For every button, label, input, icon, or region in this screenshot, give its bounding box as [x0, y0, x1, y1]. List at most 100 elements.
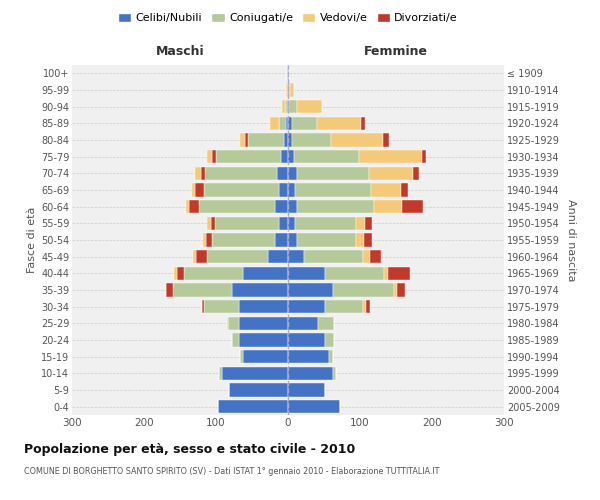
Bar	[295, 216, 356, 230]
Bar	[218, 400, 288, 413]
Bar	[367, 300, 370, 314]
Bar	[304, 250, 363, 264]
Bar	[288, 84, 289, 96]
Bar	[191, 184, 195, 196]
Bar	[195, 166, 201, 180]
Bar	[239, 334, 288, 346]
Bar	[219, 366, 222, 380]
Bar	[296, 200, 374, 213]
Bar	[201, 166, 205, 180]
Bar	[285, 100, 287, 114]
Bar	[288, 134, 292, 146]
Bar	[215, 216, 280, 230]
Y-axis label: Anni di nascita: Anni di nascita	[566, 198, 577, 281]
Bar	[292, 134, 331, 146]
Bar	[394, 284, 397, 296]
Bar	[239, 316, 288, 330]
Bar	[356, 234, 364, 246]
Bar	[216, 150, 281, 164]
Bar	[205, 300, 239, 314]
Bar	[368, 166, 413, 180]
Bar	[288, 300, 325, 314]
Text: Maschi: Maschi	[155, 46, 205, 59]
Bar	[212, 150, 216, 164]
Bar	[288, 216, 295, 230]
Bar	[206, 150, 212, 164]
Bar	[288, 350, 329, 364]
Bar	[174, 266, 177, 280]
Bar	[287, 100, 288, 114]
Bar	[288, 200, 296, 213]
Bar	[211, 216, 215, 230]
Bar	[296, 166, 368, 180]
Bar	[288, 366, 332, 380]
Bar	[177, 266, 184, 280]
Bar	[370, 250, 381, 264]
Bar	[229, 384, 288, 396]
Bar	[239, 300, 288, 314]
Bar	[277, 166, 288, 180]
Bar	[296, 100, 322, 114]
Bar	[413, 166, 419, 180]
Bar	[275, 234, 288, 246]
Bar	[184, 266, 244, 280]
Bar	[284, 134, 288, 146]
Bar	[288, 150, 294, 164]
Bar	[166, 284, 173, 296]
Bar	[286, 116, 288, 130]
Bar	[295, 184, 371, 196]
Bar	[329, 350, 332, 364]
Bar	[248, 134, 284, 146]
Bar	[287, 84, 288, 96]
Text: Femmine: Femmine	[364, 46, 428, 59]
Bar	[288, 166, 296, 180]
Bar	[371, 184, 401, 196]
Bar	[397, 284, 404, 296]
Bar	[325, 300, 363, 314]
Bar	[422, 150, 425, 164]
Bar	[332, 366, 336, 380]
Bar	[268, 250, 288, 264]
Bar	[288, 100, 289, 114]
Bar	[206, 234, 212, 246]
Legend: Celibi/Nubili, Coniugati/e, Vedovi/e, Divorziati/e: Celibi/Nubili, Coniugati/e, Vedovi/e, Di…	[113, 8, 463, 28]
Bar	[318, 316, 334, 330]
Bar	[288, 250, 304, 264]
Bar	[359, 150, 422, 164]
Bar	[278, 116, 286, 130]
Bar	[364, 234, 371, 246]
Bar	[402, 200, 424, 213]
Bar	[374, 200, 402, 213]
Bar	[385, 266, 388, 280]
Bar	[288, 66, 289, 80]
Y-axis label: Fasce di età: Fasce di età	[26, 207, 37, 273]
Bar	[275, 200, 288, 213]
Bar	[202, 300, 205, 314]
Bar	[363, 300, 367, 314]
Bar	[270, 116, 278, 130]
Bar	[186, 200, 188, 213]
Bar	[188, 200, 199, 213]
Bar	[288, 184, 295, 196]
Bar	[401, 184, 408, 196]
Bar	[331, 134, 383, 146]
Bar	[244, 350, 288, 364]
Bar	[222, 366, 288, 380]
Bar	[228, 316, 239, 330]
Bar	[296, 234, 356, 246]
Bar	[294, 150, 359, 164]
Bar	[288, 384, 325, 396]
Bar	[356, 216, 365, 230]
Bar	[281, 150, 288, 164]
Bar	[241, 134, 245, 146]
Bar	[288, 284, 332, 296]
Text: Popolazione per età, sesso e stato civile - 2010: Popolazione per età, sesso e stato civil…	[24, 442, 355, 456]
Bar	[206, 250, 268, 264]
Bar	[232, 284, 288, 296]
Bar	[244, 266, 288, 280]
Bar	[195, 184, 204, 196]
Bar	[193, 250, 196, 264]
Bar	[325, 266, 385, 280]
Bar	[227, 316, 228, 330]
Bar	[289, 100, 296, 114]
